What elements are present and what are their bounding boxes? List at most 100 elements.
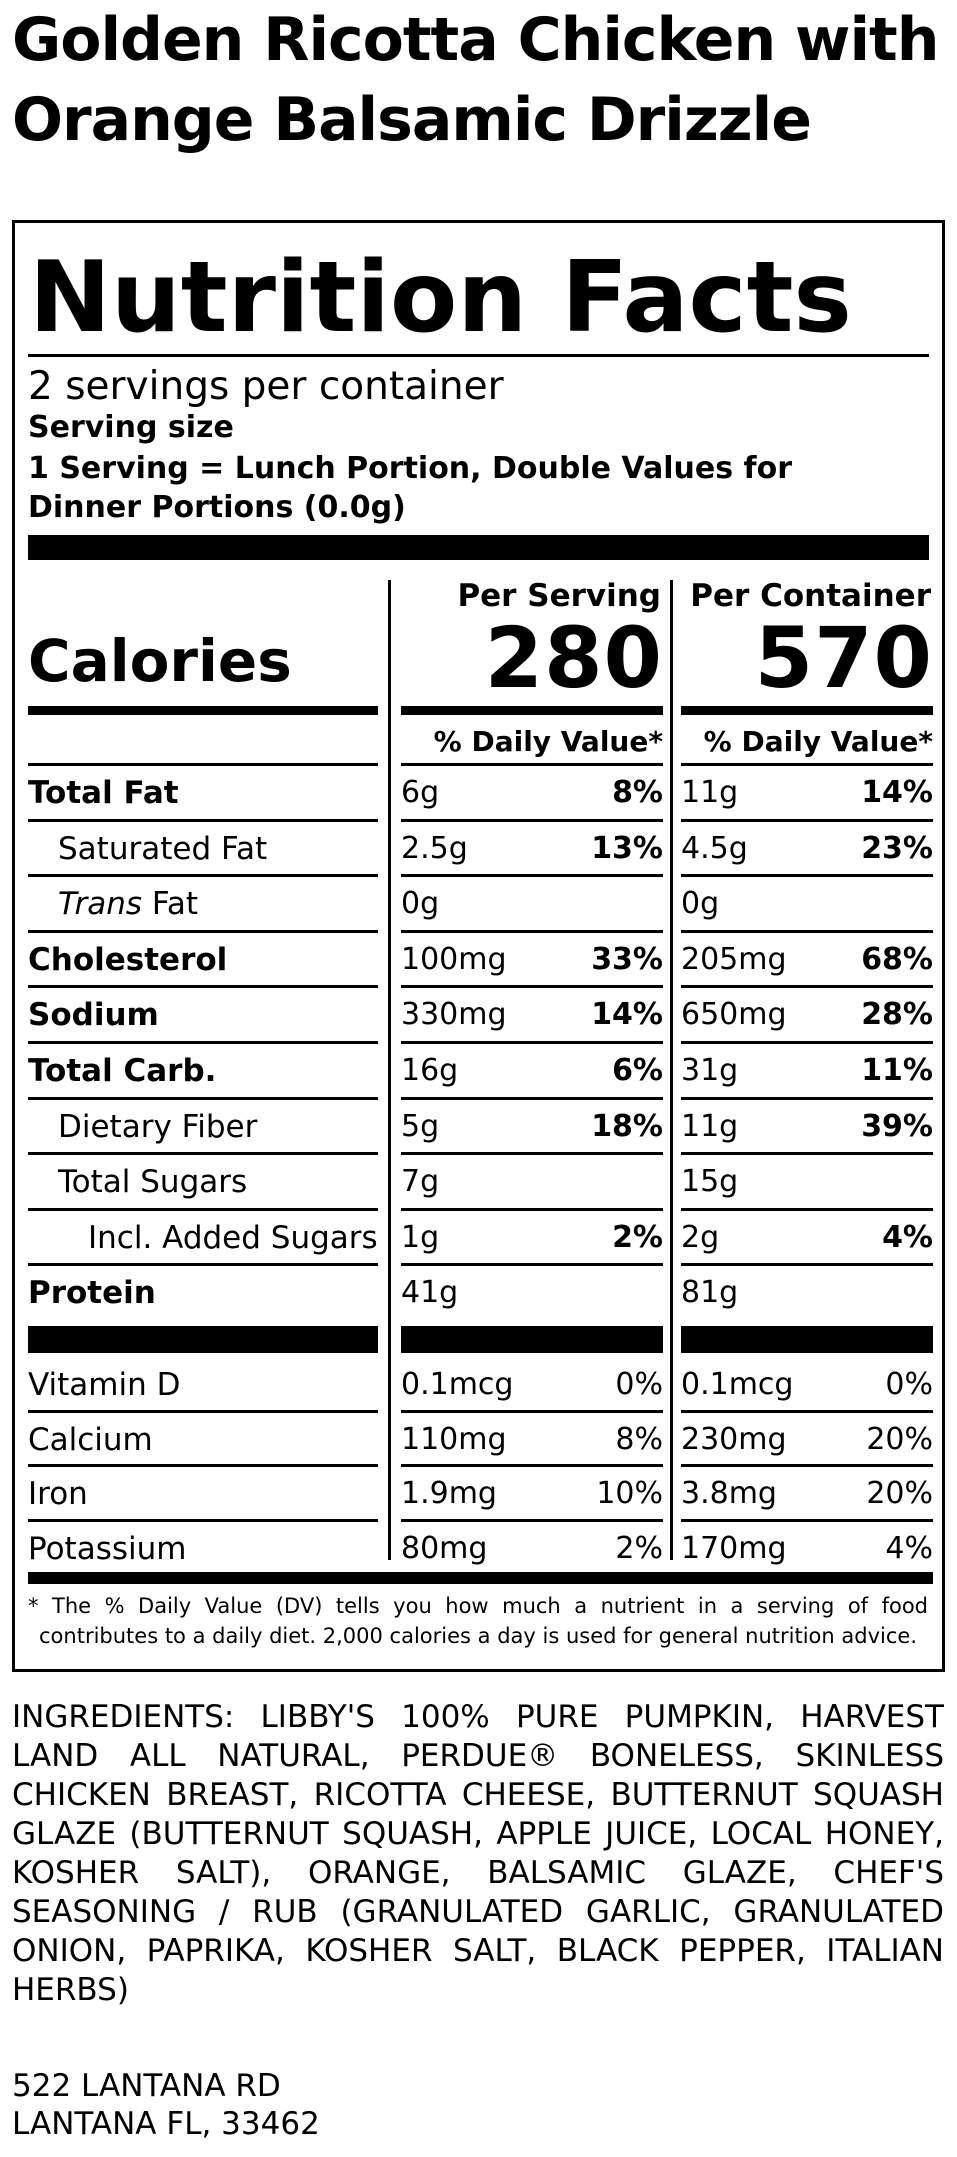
calories-label: Calories bbox=[28, 627, 292, 695]
heading-divider bbox=[28, 354, 929, 357]
container-daily-value: 4% bbox=[885, 1531, 933, 1566]
container-amount: 0g bbox=[681, 886, 720, 921]
row-divider-name bbox=[28, 1410, 378, 1413]
serving-amount: 110mg bbox=[401, 1422, 507, 1457]
serving-daily-value: 2% bbox=[615, 1531, 663, 1566]
daily-value-footnote: * The % Daily Value (DV) tells you how m… bbox=[28, 1594, 928, 1648]
micronutrient-name: Calcium bbox=[28, 1422, 153, 1458]
row-divider-serving bbox=[401, 819, 663, 822]
container-amount: 11g bbox=[681, 775, 739, 810]
serving-daily-value: 6% bbox=[612, 1053, 663, 1088]
container-daily-value: 4% bbox=[882, 1220, 933, 1255]
row-divider-container bbox=[681, 819, 933, 822]
nutrition-facts-heading: Nutrition Facts bbox=[29, 241, 852, 355]
container-amount: 15g bbox=[681, 1164, 739, 1199]
ingredients-list: INGREDIENTS: LIBBY'S 100% PURE PUMPKIN, … bbox=[12, 1699, 944, 2008]
address-line2: LANTANA FL, 33462 bbox=[12, 2106, 320, 2142]
row-divider-serving bbox=[401, 874, 663, 877]
container-daily-value: 11% bbox=[861, 1053, 933, 1088]
daily-value-header-serving: % Daily Value* bbox=[433, 725, 663, 758]
thick-divider-micro-container bbox=[681, 1326, 933, 1353]
calories-rule-name bbox=[28, 706, 378, 715]
container-amount: 205mg bbox=[681, 942, 787, 977]
serving-amount: 1.9mg bbox=[401, 1476, 497, 1511]
nutrient-name: Sodium bbox=[28, 997, 159, 1033]
row-divider-name bbox=[28, 819, 378, 822]
serving-amount: 0g bbox=[401, 886, 440, 921]
calories-rule-serving bbox=[401, 706, 663, 715]
container-daily-value: 14% bbox=[861, 775, 933, 810]
thick-divider-bottom bbox=[28, 1572, 933, 1584]
row-divider-container bbox=[681, 1410, 933, 1413]
row-divider-name bbox=[28, 930, 378, 933]
serving-daily-value: 2% bbox=[612, 1220, 663, 1255]
row-divider-serving bbox=[401, 1208, 663, 1211]
row-divider-container bbox=[681, 985, 933, 988]
container-daily-value: 20% bbox=[866, 1422, 933, 1457]
row-divider-name bbox=[28, 1208, 378, 1211]
serving-daily-value: 14% bbox=[591, 997, 663, 1032]
product-title-line2: Orange Balsamic Drizzle bbox=[12, 85, 812, 155]
row-divider-serving bbox=[401, 1152, 663, 1155]
row-divider-container bbox=[681, 1519, 933, 1522]
container-daily-value: 20% bbox=[866, 1476, 933, 1511]
nutrient-name: Saturated Fat bbox=[58, 831, 268, 867]
serving-amount: 16g bbox=[401, 1053, 459, 1088]
nutrient-name: Protein bbox=[28, 1275, 156, 1311]
micronutrient-name: Iron bbox=[28, 1476, 88, 1512]
nutrient-name: Incl. Added Sugars bbox=[88, 1220, 378, 1256]
container-amount: 230mg bbox=[681, 1422, 787, 1457]
row-divider-container bbox=[681, 1152, 933, 1155]
serving-amount: 0.1mcg bbox=[401, 1367, 514, 1402]
row-divider-container bbox=[681, 930, 933, 933]
container-amount: 2g bbox=[681, 1220, 720, 1255]
micronutrient-name: Vitamin D bbox=[28, 1367, 181, 1403]
container-amount: 31g bbox=[681, 1053, 739, 1088]
column-separator-left bbox=[388, 580, 391, 1560]
container-amount: 3.8mg bbox=[681, 1476, 777, 1511]
address: 522 LANTANA RD LANTANA FL, 33462 bbox=[12, 2067, 320, 2143]
container-amount: 650mg bbox=[681, 997, 787, 1032]
thick-divider-micro-name bbox=[28, 1326, 378, 1353]
container-amount: 0.1mcg bbox=[681, 1367, 794, 1402]
row-divider-name bbox=[28, 1041, 378, 1044]
row-divider-name bbox=[28, 1464, 378, 1467]
row-divider-serving bbox=[401, 1519, 663, 1522]
nutrient-name-italic: Trans bbox=[58, 886, 143, 922]
row-divider-container bbox=[681, 1097, 933, 1100]
serving-amount: 7g bbox=[401, 1164, 440, 1199]
nutrient-name: Dietary Fiber bbox=[58, 1109, 258, 1145]
micronutrient-name: Potassium bbox=[28, 1531, 187, 1567]
row-divider-name bbox=[28, 1519, 378, 1522]
serving-daily-value: 33% bbox=[591, 942, 663, 977]
container-daily-value: 28% bbox=[861, 997, 933, 1032]
serving-amount: 100mg bbox=[401, 942, 507, 977]
serving-amount: 6g bbox=[401, 775, 440, 810]
serving-size-value: 1 Serving = Lunch Portion, Double Values… bbox=[28, 451, 792, 525]
row-divider-name bbox=[28, 1263, 378, 1266]
row-divider-serving bbox=[401, 1410, 663, 1413]
calories-per-container: 570 bbox=[754, 609, 933, 707]
row-divider-serving bbox=[401, 1041, 663, 1044]
serving-daily-value: 8% bbox=[615, 1422, 663, 1457]
nutrient-name: Total Fat bbox=[28, 775, 179, 811]
serving-daily-value: 18% bbox=[591, 1109, 663, 1144]
product-title-line1: Golden Ricotta Chicken with bbox=[12, 5, 939, 75]
container-amount: 4.5g bbox=[681, 831, 748, 866]
container-daily-value: 0% bbox=[885, 1367, 933, 1402]
serving-amount: 80mg bbox=[401, 1531, 488, 1566]
row-divider-container bbox=[681, 1208, 933, 1211]
nutrient-name-rest: Fat bbox=[142, 886, 199, 922]
row-divider-name bbox=[28, 1152, 378, 1155]
per-serving-header: Per Serving bbox=[457, 578, 661, 614]
daily-value-header-container: % Daily Value* bbox=[703, 725, 933, 758]
container-daily-value: 68% bbox=[861, 942, 933, 977]
calories-per-serving: 280 bbox=[484, 609, 663, 707]
serving-size-label: Serving size bbox=[28, 410, 234, 445]
row-divider-serving bbox=[401, 1263, 663, 1266]
row-divider-container bbox=[681, 1041, 933, 1044]
product-title: Golden Ricotta Chicken with Orange Balsa… bbox=[12, 0, 942, 160]
nutrient-name: Trans Fat bbox=[58, 884, 198, 924]
row-divider-serving bbox=[401, 1464, 663, 1467]
servings-per-container: 2 servings per container bbox=[28, 364, 504, 409]
